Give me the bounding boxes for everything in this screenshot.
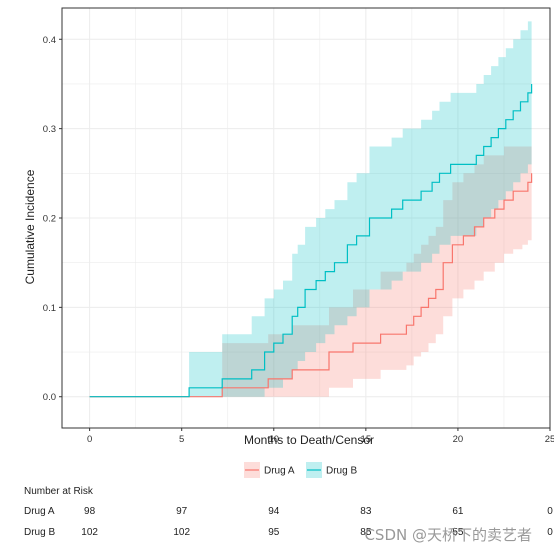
risk-value: 55 bbox=[452, 527, 464, 538]
risk-table-title: Number at Risk bbox=[24, 486, 93, 497]
series-line bbox=[89, 84, 533, 398]
risk-row-label: Drug B bbox=[24, 527, 56, 538]
x-tick-label: 10 bbox=[268, 434, 279, 445]
x-tick-label: 0 bbox=[87, 434, 92, 445]
series-lines bbox=[89, 84, 533, 398]
risk-value: 102 bbox=[173, 527, 191, 538]
watermark: CSDN @天桥下的卖艺者 bbox=[364, 526, 532, 544]
risk-value: 83 bbox=[360, 506, 372, 517]
x-tick-label: 15 bbox=[361, 434, 372, 445]
confidence-band bbox=[89, 146, 532, 397]
risk-value: 0 bbox=[547, 527, 553, 538]
risk-value: 97 bbox=[176, 506, 188, 517]
legend-label: Drug A bbox=[264, 466, 295, 477]
y-tick-label: 0.2 bbox=[43, 214, 56, 225]
series-line bbox=[89, 173, 533, 398]
x-tick-label: 5 bbox=[179, 434, 184, 445]
legend-label: Drug B bbox=[326, 466, 357, 477]
x-axis-ticks: 0 5 10 15 20 25 bbox=[87, 428, 554, 445]
x-axis-label: Months to Death/Censor bbox=[244, 433, 374, 447]
risk-value: 102 bbox=[81, 527, 98, 538]
confidence-band bbox=[89, 21, 532, 397]
x-tick-label: 20 bbox=[453, 434, 464, 445]
risk-value: 0 bbox=[547, 506, 553, 517]
risk-value: 85 bbox=[360, 527, 372, 538]
risk-value: 94 bbox=[268, 506, 280, 517]
legend: Drug A Drug B bbox=[244, 462, 357, 478]
risk-value: 61 bbox=[452, 506, 464, 517]
risk-value: 95 bbox=[268, 527, 280, 538]
y-axis-ticks: 0.0 0.1 0.2 0.3 0.4 bbox=[43, 35, 62, 403]
x-tick-label: 25 bbox=[545, 434, 554, 445]
y-tick-label: 0.3 bbox=[43, 124, 56, 135]
y-tick-label: 0.0 bbox=[43, 392, 56, 403]
y-axis-label: Cumulative Incidence bbox=[23, 169, 37, 284]
risk-row-label: Drug A bbox=[24, 506, 55, 517]
y-tick-label: 0.4 bbox=[43, 35, 56, 46]
y-tick-label: 0.1 bbox=[43, 303, 56, 314]
confidence-bands bbox=[89, 21, 532, 397]
risk-value: 98 bbox=[84, 506, 96, 517]
